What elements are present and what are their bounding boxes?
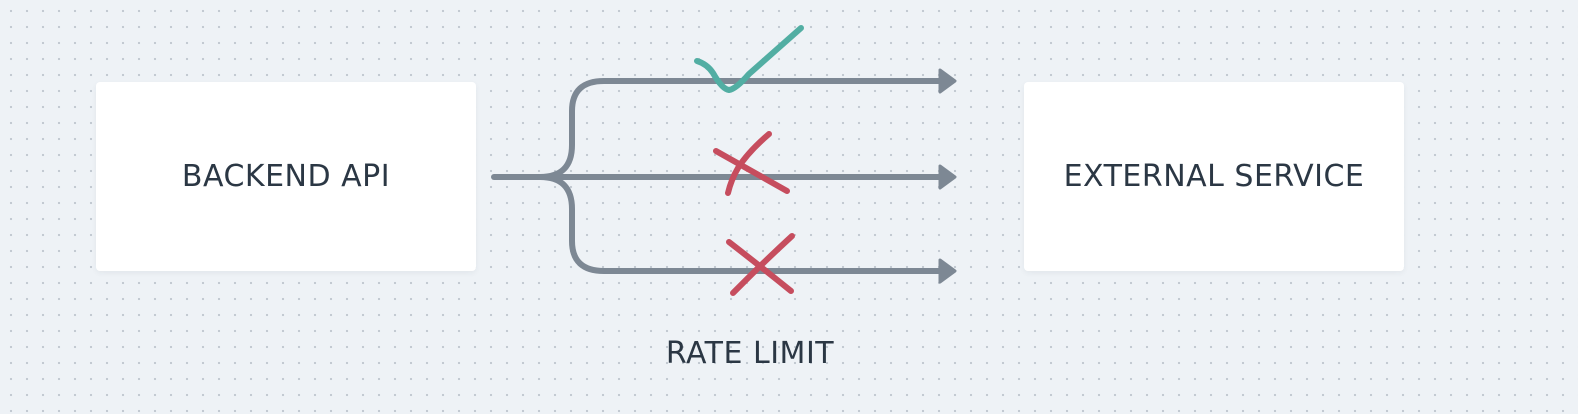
blocked-cross-icon xyxy=(726,233,795,296)
arrowhead-bottom-icon xyxy=(938,258,957,284)
rate-limit-caption: RATE LIMIT xyxy=(665,336,835,371)
branch-line-top xyxy=(537,78,943,180)
branch-line-bottom xyxy=(537,174,943,274)
backend-api-node: BACKEND API xyxy=(96,82,476,271)
allowed-check-icon xyxy=(694,25,804,93)
blocked-cross-icon xyxy=(713,131,790,196)
arrowhead-middle-icon xyxy=(938,164,957,190)
backend-api-label: BACKEND API xyxy=(181,159,391,194)
external-service-label: EXTERNAL SERVICE xyxy=(1063,159,1365,194)
external-service-node: EXTERNAL SERVICE xyxy=(1024,82,1404,271)
arrowhead-top-icon xyxy=(938,68,957,94)
